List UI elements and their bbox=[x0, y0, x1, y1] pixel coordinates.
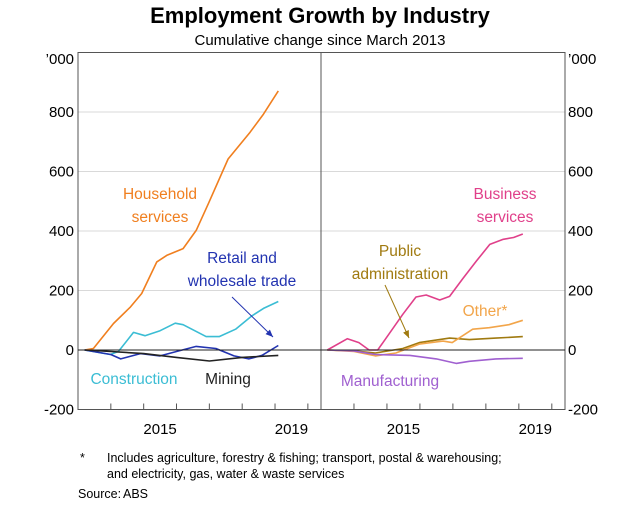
series-lines bbox=[84, 90, 524, 365]
y-unit-right: ’000 bbox=[568, 51, 596, 68]
y-tick-label-right: 200 bbox=[568, 283, 593, 300]
series-label: Other* bbox=[463, 303, 508, 320]
series-label: Mining bbox=[205, 371, 251, 388]
x-tick-label: 2015 bbox=[387, 421, 420, 438]
series-line-household-services bbox=[84, 90, 279, 351]
series-label: Construction bbox=[90, 371, 177, 388]
x-tick-label: 2019 bbox=[275, 421, 308, 438]
y-tick-label-right: 600 bbox=[568, 164, 593, 181]
x-tick-label: 2015 bbox=[143, 421, 176, 438]
y-tick-label-left: -200 bbox=[44, 402, 74, 419]
series-label: Public bbox=[379, 243, 421, 260]
source-label: Source: bbox=[78, 487, 121, 501]
series-label: Manufacturing bbox=[341, 373, 439, 390]
y-tick-label-left: 600 bbox=[49, 164, 74, 181]
source-value: ABS bbox=[123, 487, 148, 501]
public-admin-arrow-head bbox=[403, 330, 409, 338]
series-label: Household bbox=[123, 186, 197, 203]
series-line-manufacturing bbox=[327, 349, 523, 365]
retail-arrow-head bbox=[265, 329, 273, 337]
series-label: wholesale trade bbox=[187, 273, 297, 290]
series-labels: Household services Retail and wholesale tra… bbox=[90, 186, 536, 390]
footnote-marker: * bbox=[80, 451, 85, 465]
retail-arrow bbox=[231, 296, 274, 338]
y-tick-label-right: 0 bbox=[568, 342, 576, 359]
series-label: services bbox=[132, 209, 189, 226]
series-label: Retail and bbox=[207, 250, 277, 267]
public-admin-arrow bbox=[384, 284, 410, 339]
y-tick-label-left: 200 bbox=[49, 283, 74, 300]
chart-subtitle: Cumulative change since March 2013 bbox=[195, 32, 446, 49]
x-tick-label: 2019 bbox=[519, 421, 552, 438]
y-tick-label-left: 0 bbox=[66, 342, 74, 359]
y-tick-label-right: 800 bbox=[568, 104, 593, 121]
series-line-construction bbox=[84, 300, 279, 356]
y-tick-label-left: 800 bbox=[49, 104, 74, 121]
series-line-mining bbox=[84, 349, 279, 362]
series-label: administration bbox=[352, 266, 449, 283]
series-line-other bbox=[327, 319, 524, 357]
footnote-line1: Includes agriculture, forestry & fishing… bbox=[107, 451, 502, 465]
footnote-line2: and electricity, gas, water & waste serv… bbox=[107, 467, 344, 481]
y-unit-left: ’000 bbox=[46, 51, 74, 68]
series-line-business-services bbox=[326, 233, 524, 351]
y-tick-label-right: 400 bbox=[568, 223, 593, 240]
series-line-retail-and-wholesale-trade bbox=[84, 344, 279, 360]
y-tick-label-right: -200 bbox=[568, 402, 598, 419]
series-label: Business bbox=[474, 186, 537, 203]
series-label: services bbox=[477, 209, 534, 226]
y-tick-label-left: 400 bbox=[49, 223, 74, 240]
chart-title: Employment Growth by Industry bbox=[150, 3, 491, 28]
axes: -200 -200 0 0 200 200 400 400 600 600 800 800 2015 20… bbox=[44, 52, 598, 438]
